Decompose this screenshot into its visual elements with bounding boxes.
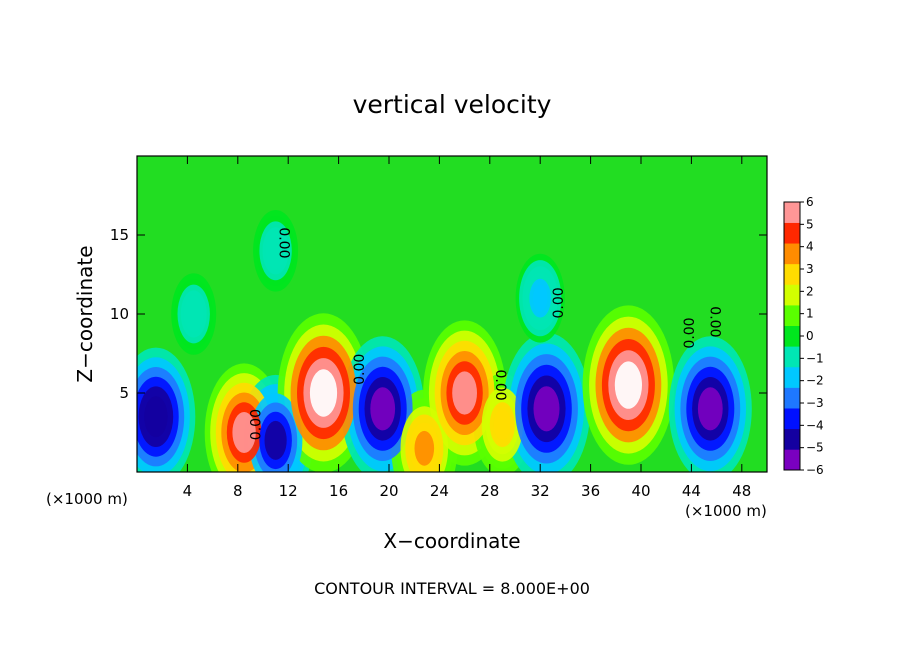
y-tick-label: 15 — [110, 226, 129, 244]
colorbar-label: 4 — [806, 240, 814, 254]
velocity-cell — [532, 285, 548, 312]
x-tick-label: 36 — [581, 482, 600, 500]
colorbar-label: 6 — [806, 195, 814, 209]
plot-area: 0.00 0.00 0.00 0.00 0.00 0.00 0.00 — [136, 155, 768, 473]
colorbar-swatch — [784, 305, 800, 326]
colorbar-label: 0 — [806, 329, 814, 343]
field-band-strong — [138, 232, 729, 472]
colorbar-swatch — [784, 202, 800, 223]
colorbar-label: 2 — [806, 284, 814, 298]
y-tick-label: 10 — [110, 305, 129, 323]
contour-label: 0.00 — [551, 287, 567, 318]
x-tick-label: 8 — [233, 482, 243, 500]
colorbar-swatch — [784, 243, 800, 265]
velocity-cell — [614, 361, 643, 409]
x-tick-label: 32 — [531, 482, 550, 500]
colorbar — [783, 201, 801, 471]
velocity-cell — [370, 387, 396, 431]
colorbar-swatch — [784, 428, 800, 450]
x-tick-label: 28 — [480, 482, 499, 500]
x-tick-label: 12 — [279, 482, 298, 500]
contour-interval-note: CONTOUR INTERVAL = 8.000E+00 — [314, 579, 590, 598]
colorbar-label: −2 — [806, 374, 824, 388]
velocity-cell — [309, 369, 338, 417]
velocity-cell — [533, 386, 560, 432]
colorbar-label: −6 — [806, 463, 824, 477]
x-tick-label: 24 — [430, 482, 449, 500]
velocity-cell — [493, 409, 511, 440]
colorbar-label: −4 — [806, 418, 824, 432]
contour-label: 0.00 — [275, 227, 291, 258]
colorbar-label: −5 — [806, 441, 824, 455]
colorbar-swatch — [784, 325, 800, 347]
contour-label: 0.00 — [249, 409, 265, 440]
x-tick-label: 40 — [631, 482, 650, 500]
x-tick-label: 16 — [329, 482, 348, 500]
x-tick-label: 48 — [732, 482, 751, 500]
velocity-cell — [187, 301, 201, 327]
colorbar-label: −1 — [806, 351, 824, 365]
y-axis-ticks: 5 10 15 — [110, 226, 767, 402]
velocity-cell — [264, 420, 287, 460]
x-axis-ticks: 4 8 12 16 20 24 28 32 36 40 44 48 — [183, 156, 751, 500]
velocity-cell — [268, 238, 283, 263]
y-tick-label: 5 — [119, 384, 129, 402]
contour-label: 0.00 — [682, 317, 698, 348]
colorbar-label: 3 — [806, 262, 814, 276]
x-tick-label: 44 — [682, 482, 701, 500]
contour-label: 0.00 — [706, 306, 722, 337]
x-tick-label: 4 — [183, 482, 193, 500]
x-unit-right: (×1000 m) — [685, 502, 767, 520]
velocity-cell — [232, 412, 256, 453]
colorbar-swatch — [784, 222, 800, 244]
chart-title: vertical velocity — [353, 90, 552, 119]
contour-label: 0.00 — [352, 354, 368, 385]
velocity-cell — [144, 396, 168, 438]
colorbar-swatch — [784, 346, 800, 368]
colorbar-label: 1 — [806, 307, 814, 321]
velocity-cell — [452, 371, 477, 415]
colorbar-swatch — [784, 263, 800, 285]
colorbar-labels: 6 5 4 3 2 1 0 −1 −2 −3 −4 −5 −6 — [800, 195, 824, 477]
velocity-cell — [414, 430, 435, 466]
colorbar-swatch — [784, 387, 800, 409]
y-axis-label: Z−coordinate — [73, 245, 97, 382]
colorbar-label: 5 — [806, 217, 814, 231]
colorbar-swatch — [784, 284, 800, 306]
velocity-field: 0.00 0.00 0.00 0.00 0.00 0.00 0.00 — [137, 210, 752, 472]
x-axis-label: X−coordinate — [383, 529, 520, 553]
colorbar-label: −3 — [806, 396, 824, 410]
x-tick-label: 20 — [379, 482, 398, 500]
contour-label: 0.00 — [492, 370, 508, 401]
colorbar-swatch — [784, 449, 800, 471]
colorbar-swatch — [784, 366, 800, 388]
velocity-cell — [697, 387, 723, 431]
x-unit-left: (×1000 m) — [46, 490, 128, 508]
colorbar-swatch — [784, 408, 800, 430]
